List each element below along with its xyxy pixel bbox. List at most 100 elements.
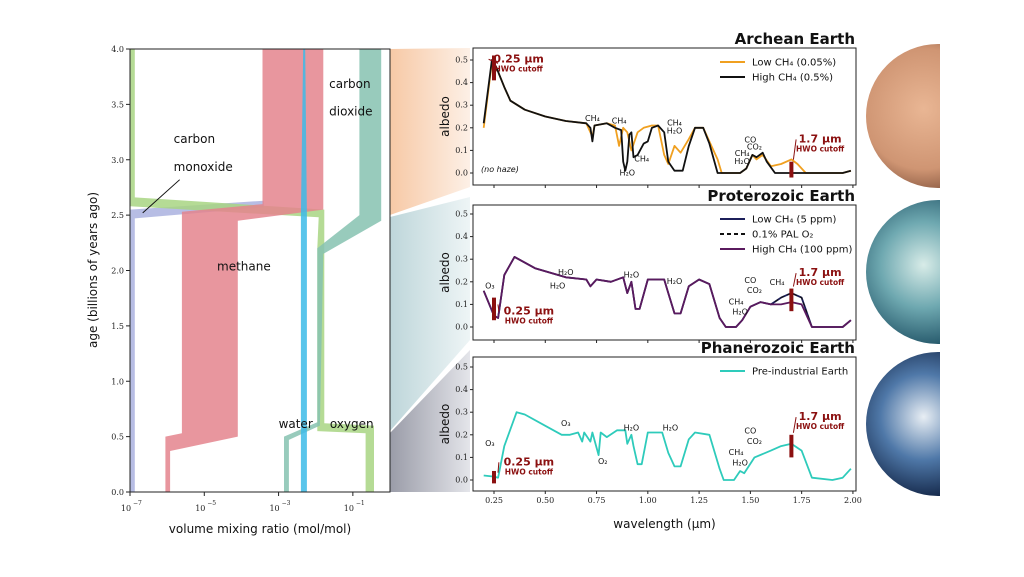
species-label: dioxide bbox=[329, 104, 372, 118]
absorption-label: H₂O bbox=[667, 126, 683, 135]
x-tick-label: 0.50 bbox=[536, 496, 554, 505]
y-tick-label: 0.0 bbox=[111, 488, 124, 497]
legend-entry: Low CH₄ (0.05%) bbox=[752, 58, 836, 69]
panel-title: Archean Earth bbox=[735, 30, 855, 48]
absorption-label: CO₂ bbox=[747, 142, 762, 151]
y-axis-label: albedo bbox=[438, 96, 452, 137]
y-tick-label: 0.2 bbox=[455, 430, 468, 439]
y-tick-label: 0.3 bbox=[455, 101, 468, 110]
panel-title: Proterozoic Earth bbox=[707, 187, 855, 205]
legend-entry: High CH₄ (0.5%) bbox=[752, 73, 833, 84]
y-tick-label: 0.5 bbox=[455, 210, 468, 219]
y-tick-label: 0.5 bbox=[455, 363, 468, 372]
absorption-label: H₂O bbox=[663, 423, 679, 432]
x-tick-label: 0.75 bbox=[588, 496, 606, 505]
species-label: monoxide bbox=[174, 160, 233, 174]
absorption-label: CO bbox=[744, 427, 756, 436]
legend-entry: 0.1% PAL O₂ bbox=[752, 230, 813, 241]
absorption-label: H₂O bbox=[734, 157, 750, 166]
absorption-label: H₂O bbox=[732, 308, 748, 317]
absorption-label: CO bbox=[744, 276, 756, 285]
y-tick-label: 0.5 bbox=[455, 56, 468, 65]
absorption-label: H₂O bbox=[624, 270, 640, 279]
x-tick-exponent: −7 bbox=[133, 500, 142, 507]
panel-title: Phanerozoic Earth bbox=[701, 339, 855, 357]
x-tick-label: 0.25 bbox=[485, 496, 503, 505]
x-tick-label: 2.00 bbox=[844, 496, 862, 505]
spectrum-plot-frame bbox=[472, 356, 857, 492]
x-tick-exponent: −1 bbox=[356, 500, 365, 507]
y-tick-label: 0.0 bbox=[455, 169, 468, 178]
x-tick-label: 1.00 bbox=[639, 496, 657, 505]
cutoff-label: 0.25 μm bbox=[504, 455, 555, 468]
absorption-label: CH₄ bbox=[729, 297, 744, 306]
absorption-label: O₃ bbox=[485, 439, 495, 448]
cutoff-sublabel: HWO cutoff bbox=[505, 467, 554, 476]
species-label: carbon bbox=[174, 132, 215, 146]
phanerozoic-planet-image bbox=[866, 352, 940, 496]
absorption-label: H₂O bbox=[732, 458, 748, 467]
y-tick-label: 0.3 bbox=[455, 408, 468, 417]
y-tick-label: 3.5 bbox=[111, 100, 124, 109]
species-band-water bbox=[300, 49, 307, 492]
cutoff-arrow bbox=[792, 273, 797, 287]
absorption-label: H₂O bbox=[550, 282, 566, 291]
species-label: oxygen bbox=[330, 417, 374, 431]
y-tick-label: 0.0 bbox=[455, 476, 468, 485]
absorption-label: CH₄ bbox=[770, 278, 785, 287]
spectrum-panel-1: Archean Earth albedo 0.0 0.1 0.2 0.3 0.4 0.5 (no… bbox=[438, 30, 857, 188]
absorption-label: H₂O bbox=[558, 268, 574, 277]
x-tick-label: 10 bbox=[195, 504, 205, 513]
absorption-label: O₂ bbox=[598, 457, 608, 466]
absorption-label: CH₄ bbox=[612, 116, 627, 125]
y-tick-label: 1.0 bbox=[111, 377, 124, 386]
x-axis-label: volume mixing ratio (mol/mol) bbox=[169, 522, 351, 536]
y-tick-label: 0.0 bbox=[455, 323, 468, 332]
species-label: water bbox=[279, 417, 313, 431]
x-tick-label: 10 bbox=[344, 504, 354, 513]
cutoff-arrow bbox=[497, 304, 500, 312]
y-tick-label: 0.2 bbox=[455, 123, 468, 132]
y-tick-label: 0.5 bbox=[111, 433, 124, 442]
absorption-label: CO₂ bbox=[747, 286, 762, 295]
species-band-methane bbox=[165, 49, 324, 492]
cutoff-sublabel: HWO cutoff bbox=[796, 422, 845, 431]
profile-plot-area bbox=[130, 49, 390, 492]
absorption-label: CH₄ bbox=[729, 448, 744, 457]
cutoff-label: 1.7 μm bbox=[799, 266, 842, 279]
x-tick-label: 10 bbox=[269, 504, 279, 513]
x-tick-label: 1.75 bbox=[793, 496, 811, 505]
spectrum-series-line bbox=[483, 411, 852, 481]
archean-planet-image bbox=[866, 44, 940, 188]
y-tick-label: 2.5 bbox=[111, 211, 124, 220]
legend-entry: Low CH₄ (5 ppm) bbox=[752, 215, 836, 226]
species-band-carbon-dioxide bbox=[284, 49, 382, 492]
spectrum-series-line bbox=[482, 59, 852, 174]
x-tick-exponent: −3 bbox=[282, 500, 291, 507]
absorption-label: H₂O bbox=[620, 168, 636, 177]
x-tick-label: 1.50 bbox=[741, 496, 759, 505]
panel-note: (no haze) bbox=[481, 165, 519, 174]
spectrum-series-line bbox=[482, 255, 852, 328]
phanerozoic-connector-band bbox=[390, 350, 470, 492]
cutoff-label: 1.7 μm bbox=[799, 410, 842, 423]
cutoff-sublabel: HWO cutoff bbox=[505, 317, 554, 326]
cutoff-arrow bbox=[792, 417, 797, 433]
y-axis-label: age (billions of years ago) bbox=[86, 192, 100, 348]
absorption-label: CO₂ bbox=[747, 437, 762, 446]
cutoff-arrow bbox=[792, 139, 797, 160]
absorption-label: O₃ bbox=[485, 282, 495, 291]
y-axis-label: albedo bbox=[438, 252, 452, 293]
y-tick-label: 0.1 bbox=[455, 300, 468, 309]
y-tick-label: 0.4 bbox=[455, 232, 468, 241]
absorption-label: CH₄ bbox=[667, 119, 682, 128]
y-tick-label: 3.0 bbox=[111, 156, 124, 165]
cutoff-label: 0.25 μm bbox=[493, 52, 544, 65]
x-tick-exponent: −5 bbox=[207, 500, 216, 507]
y-axis-label: albedo bbox=[438, 404, 452, 445]
cutoff-sublabel: HWO cutoff bbox=[495, 64, 544, 73]
cutoff-sublabel: HWO cutoff bbox=[796, 278, 845, 287]
absorption-label: O₃ bbox=[561, 419, 571, 428]
species-label: methane bbox=[217, 260, 271, 274]
cutoff-sublabel: HWO cutoff bbox=[796, 144, 845, 153]
